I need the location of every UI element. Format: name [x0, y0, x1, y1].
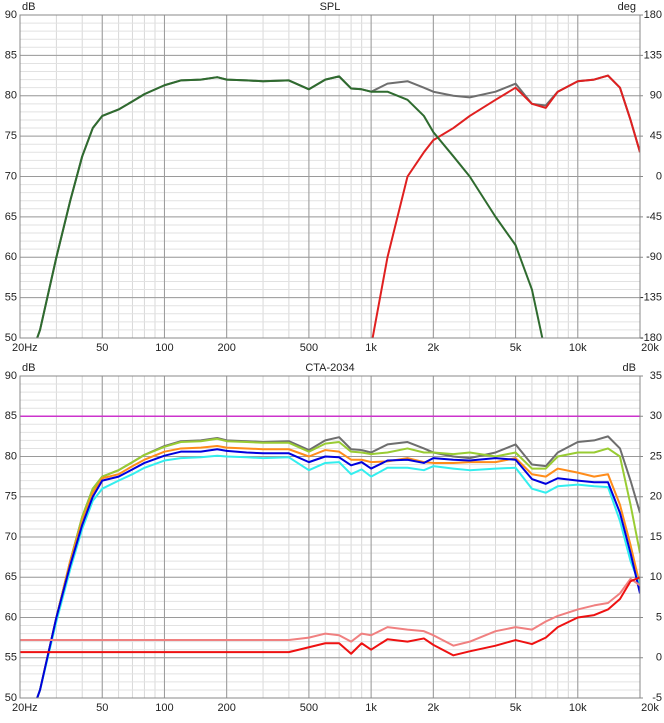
y2-tick-label: -5: [652, 692, 662, 704]
y2-tick-label: -180: [640, 332, 662, 344]
series-group: [36, 74, 640, 338]
chart-title: CTA-2034: [305, 362, 354, 374]
series-line: [20, 577, 640, 647]
y-tick-label: 60: [5, 611, 17, 623]
y-tick-label: 75: [5, 130, 17, 142]
x-tick-label: 100: [155, 342, 173, 354]
y2-axis-label: dB: [623, 362, 636, 374]
y2-tick-label: 25: [650, 450, 662, 462]
series-group: [20, 415, 640, 698]
series-line: [36, 448, 640, 698]
y-tick-label: 85: [5, 410, 17, 422]
series-line: [36, 445, 640, 698]
y-tick-label: 65: [5, 211, 17, 223]
y2-tick-label: 135: [644, 49, 662, 61]
y-tick-label: 60: [5, 251, 17, 263]
chart-title: SPL: [320, 1, 341, 13]
y-tick-label: 50: [5, 692, 17, 704]
y2-axis-label: deg: [618, 1, 636, 13]
x-tick-label: 2k: [428, 342, 440, 354]
x-tick-label: 500: [300, 342, 318, 354]
x-tick-label: 200: [217, 342, 235, 354]
y2-tick-label: 0: [656, 170, 662, 182]
y2-tick-label: 30: [650, 410, 662, 422]
y-tick-label: 80: [5, 90, 17, 102]
x-tick-label: 2k: [428, 702, 440, 714]
x-tick-label: 10k: [569, 702, 587, 714]
y-axis-label: dB: [22, 1, 35, 13]
y2-tick-label: 0: [656, 652, 662, 664]
y-tick-label: 90: [5, 9, 17, 21]
x-tick-label: 20k: [641, 342, 659, 354]
x-tick-label: 500: [300, 702, 318, 714]
y2-tick-label: -135: [640, 292, 662, 304]
plot-frame: [19, 14, 641, 339]
series-line: [20, 576, 640, 657]
y2-tick-label: 20: [650, 491, 662, 503]
y-tick-label: 75: [5, 491, 17, 503]
x-tick-label: 5k: [510, 342, 522, 354]
y-tick-label: 65: [5, 571, 17, 583]
y-tick-label: 70: [5, 170, 17, 182]
x-tick-label: 10k: [569, 342, 587, 354]
series-line: [36, 437, 640, 698]
y-tick-label: 80: [5, 450, 17, 462]
x-tick-label: 1k: [365, 702, 377, 714]
y2-tick-label: 45: [650, 130, 662, 142]
x-tick-label: 5k: [510, 702, 522, 714]
y2-tick-label: 35: [650, 370, 662, 382]
x-tick-label: 200: [217, 702, 235, 714]
y-tick-label: 90: [5, 370, 17, 382]
y2-tick-label: 90: [650, 90, 662, 102]
x-tick-label: 20Hz: [12, 342, 38, 354]
plot-frame: [19, 375, 641, 699]
series-line: [36, 454, 640, 698]
y-tick-label: 85: [5, 49, 17, 61]
y2-tick-label: -45: [646, 211, 662, 223]
x-tick-label: 20k: [641, 702, 659, 714]
series-line: [371, 74, 640, 338]
y-tick-label: 50: [5, 332, 17, 344]
y2-tick-label: 15: [650, 531, 662, 543]
x-tick-label: 20Hz: [12, 702, 38, 714]
x-tick-label: 50: [96, 702, 108, 714]
y-tick-label: 55: [5, 292, 17, 304]
x-tick-label: 1k: [365, 342, 377, 354]
y2-tick-label: -90: [646, 251, 662, 263]
y2-tick-label: 10: [650, 571, 662, 583]
y-tick-label: 55: [5, 652, 17, 664]
series-line: [36, 75, 544, 338]
x-tick-label: 50: [96, 342, 108, 354]
y2-tick-label: 5: [656, 611, 662, 623]
x-tick-label: 100: [155, 702, 173, 714]
y-tick-label: 70: [5, 531, 17, 543]
y2-tick-label: 180: [644, 9, 662, 21]
y-axis-label: dB: [22, 362, 35, 374]
